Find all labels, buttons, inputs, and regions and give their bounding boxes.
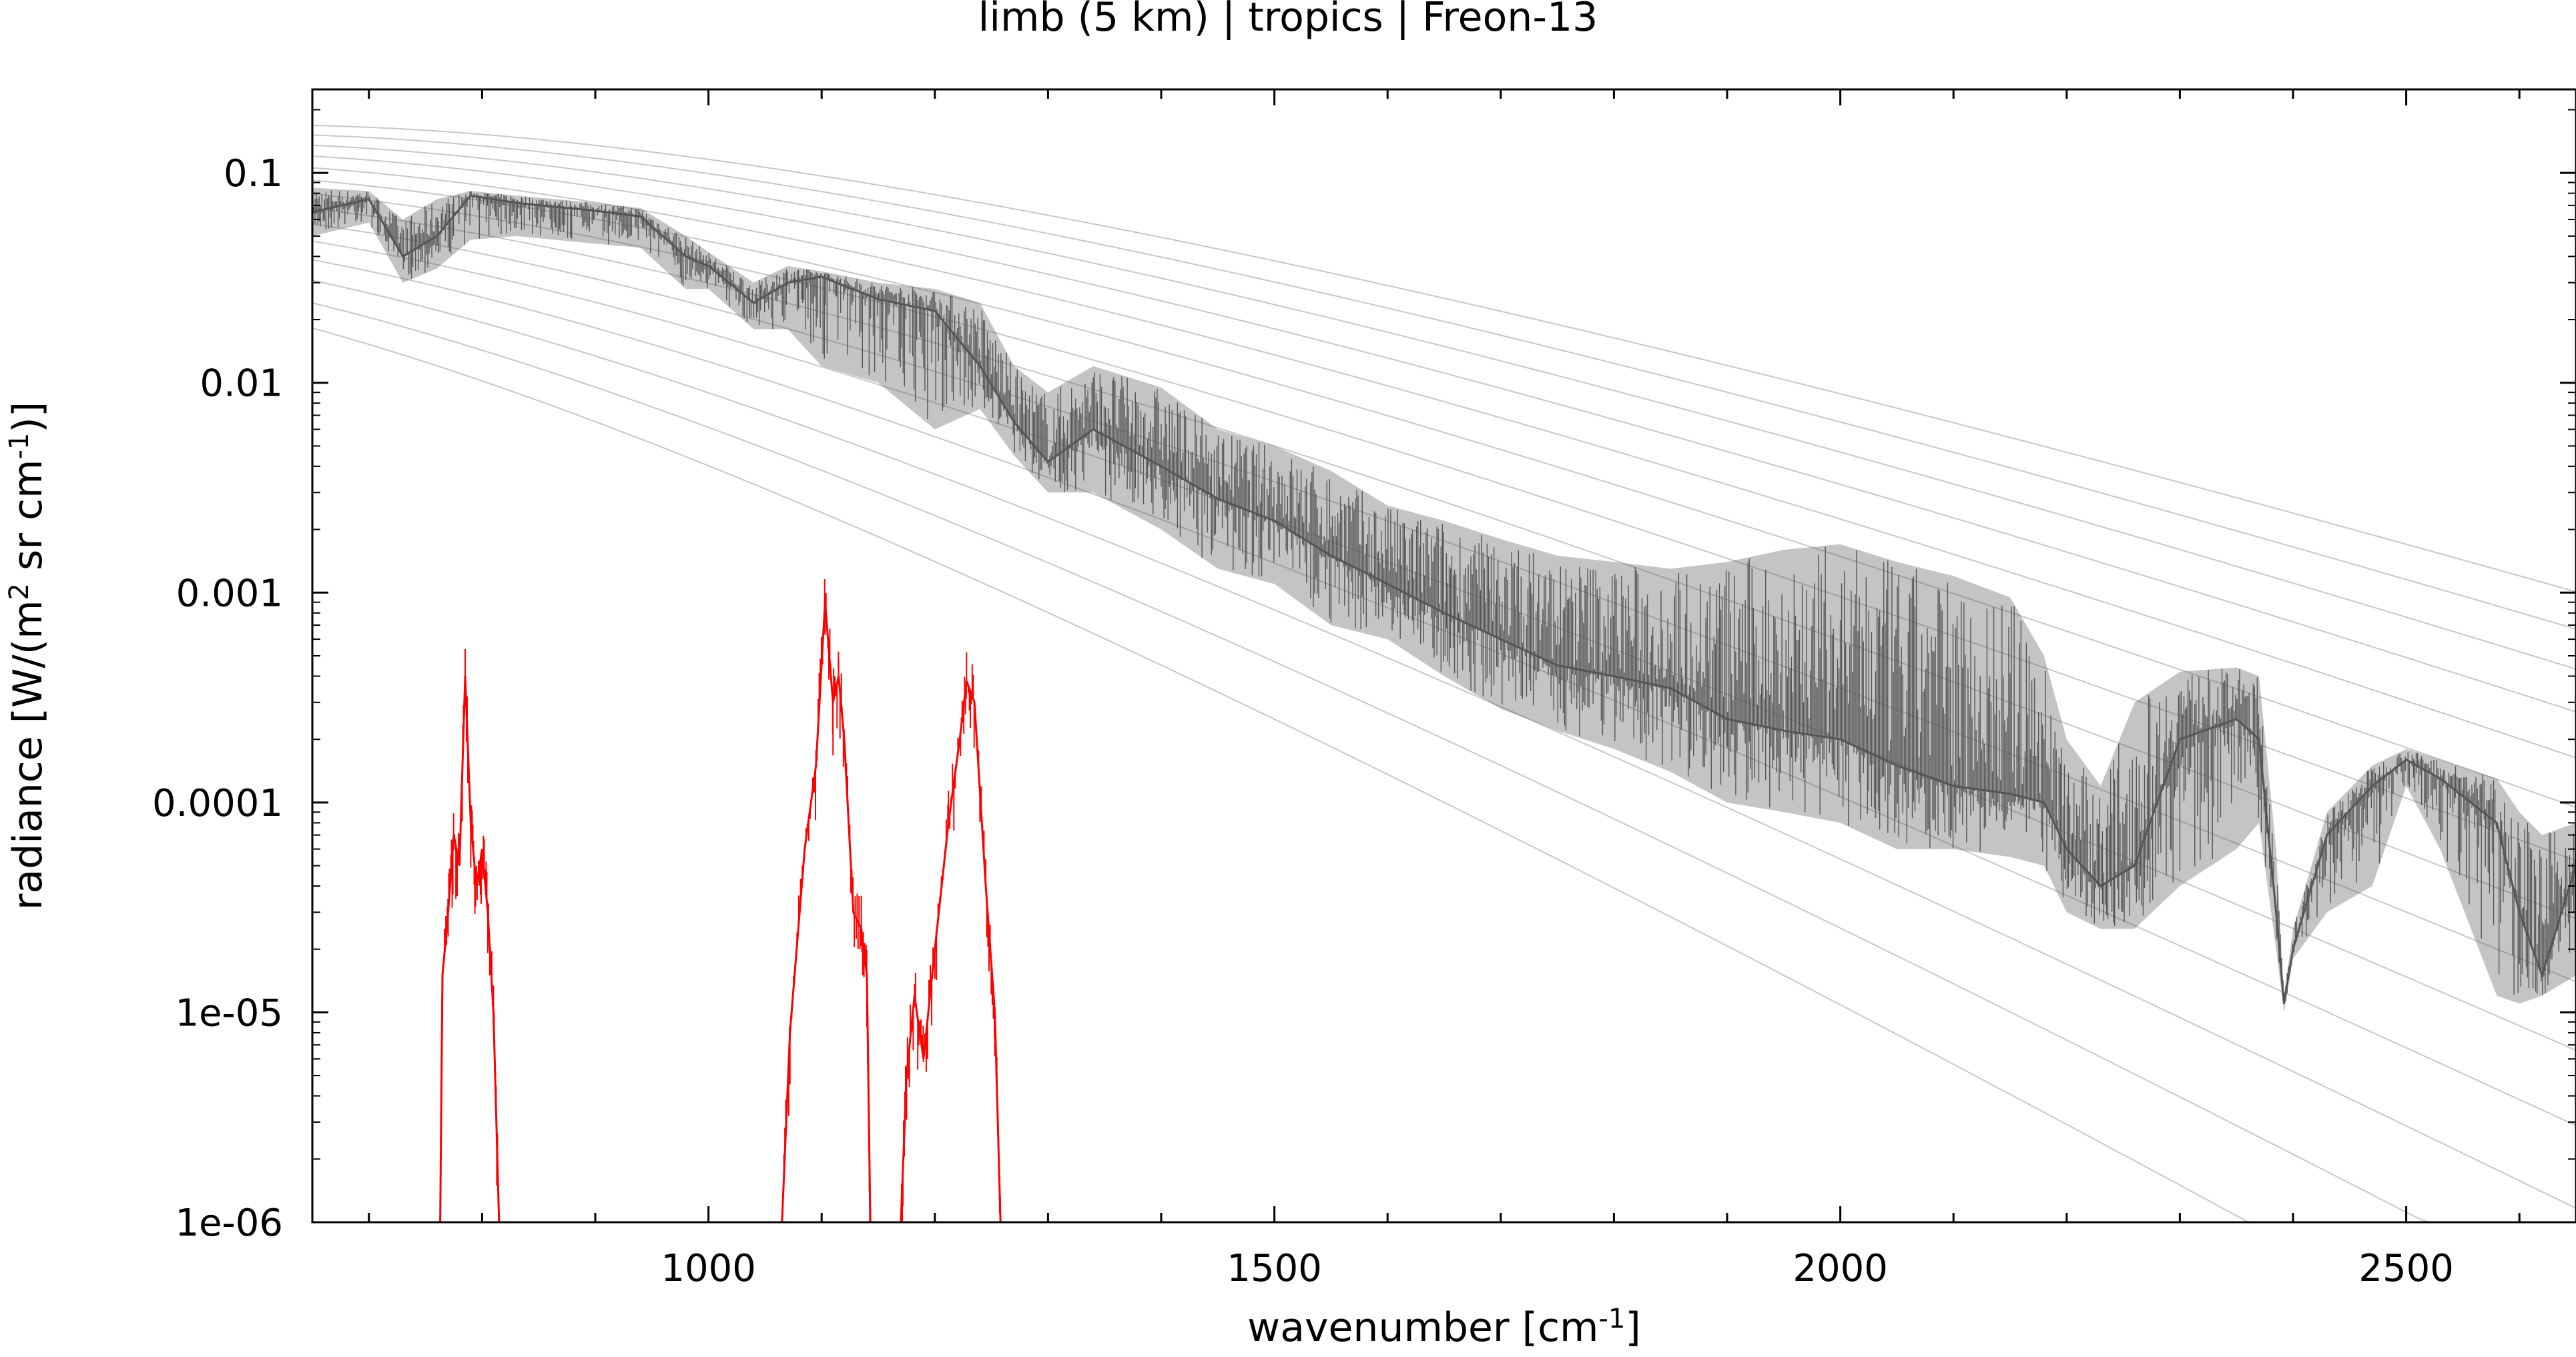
reference-curve-260k <box>312 179 2576 809</box>
reference-curve-240k <box>312 207 2576 920</box>
y-axis-ticks: 0.1 0.01 0.001 0.0001 1e-05 1e-06 <box>152 109 2576 1245</box>
y-axis-label: radiance [W/(m2 sr cm-1)] <box>4 402 51 910</box>
x-tick-label: 1500 <box>1227 1247 1322 1290</box>
reference-curve-190k <box>312 302 2576 1223</box>
chart-title: limb (5 km) | tropics | Freon-13 <box>978 0 1598 41</box>
reference-curve-300k <box>312 134 2576 630</box>
y-tick-label: 0.01 <box>200 362 283 406</box>
freon-band-3-detail <box>900 652 1001 1222</box>
freon-band-1-detail <box>439 649 500 1222</box>
y-tick-label: 0.1 <box>224 152 283 195</box>
x-tick-label: 2000 <box>1793 1247 1888 1290</box>
reference-curve-290k <box>312 144 2576 670</box>
x-tick-label: 2500 <box>2358 1247 2454 1290</box>
series-layer <box>312 187 2576 1223</box>
reference-curve-180k <box>312 327 2576 1223</box>
reference-curve-310k <box>312 125 2576 592</box>
spectrum-series-line <box>312 194 2576 1004</box>
freon-band-2-detail <box>782 579 871 1222</box>
y-tick-label: 1e-05 <box>175 991 283 1035</box>
reference-curve-280k <box>312 155 2576 713</box>
x-axis-ticks: 1000 1500 2000 2500 <box>368 89 2521 1290</box>
reference-curve-270k <box>312 167 2576 759</box>
y-tick-label: 1e-06 <box>175 1202 283 1245</box>
y-tick-label: 0.0001 <box>152 782 283 825</box>
y-tick-label: 0.001 <box>176 572 283 615</box>
x-tick-label: 1000 <box>661 1247 756 1290</box>
x-axis-label: wavenumber [cm-1] <box>1247 1304 1641 1351</box>
reference-curve-200k <box>312 280 2576 1209</box>
